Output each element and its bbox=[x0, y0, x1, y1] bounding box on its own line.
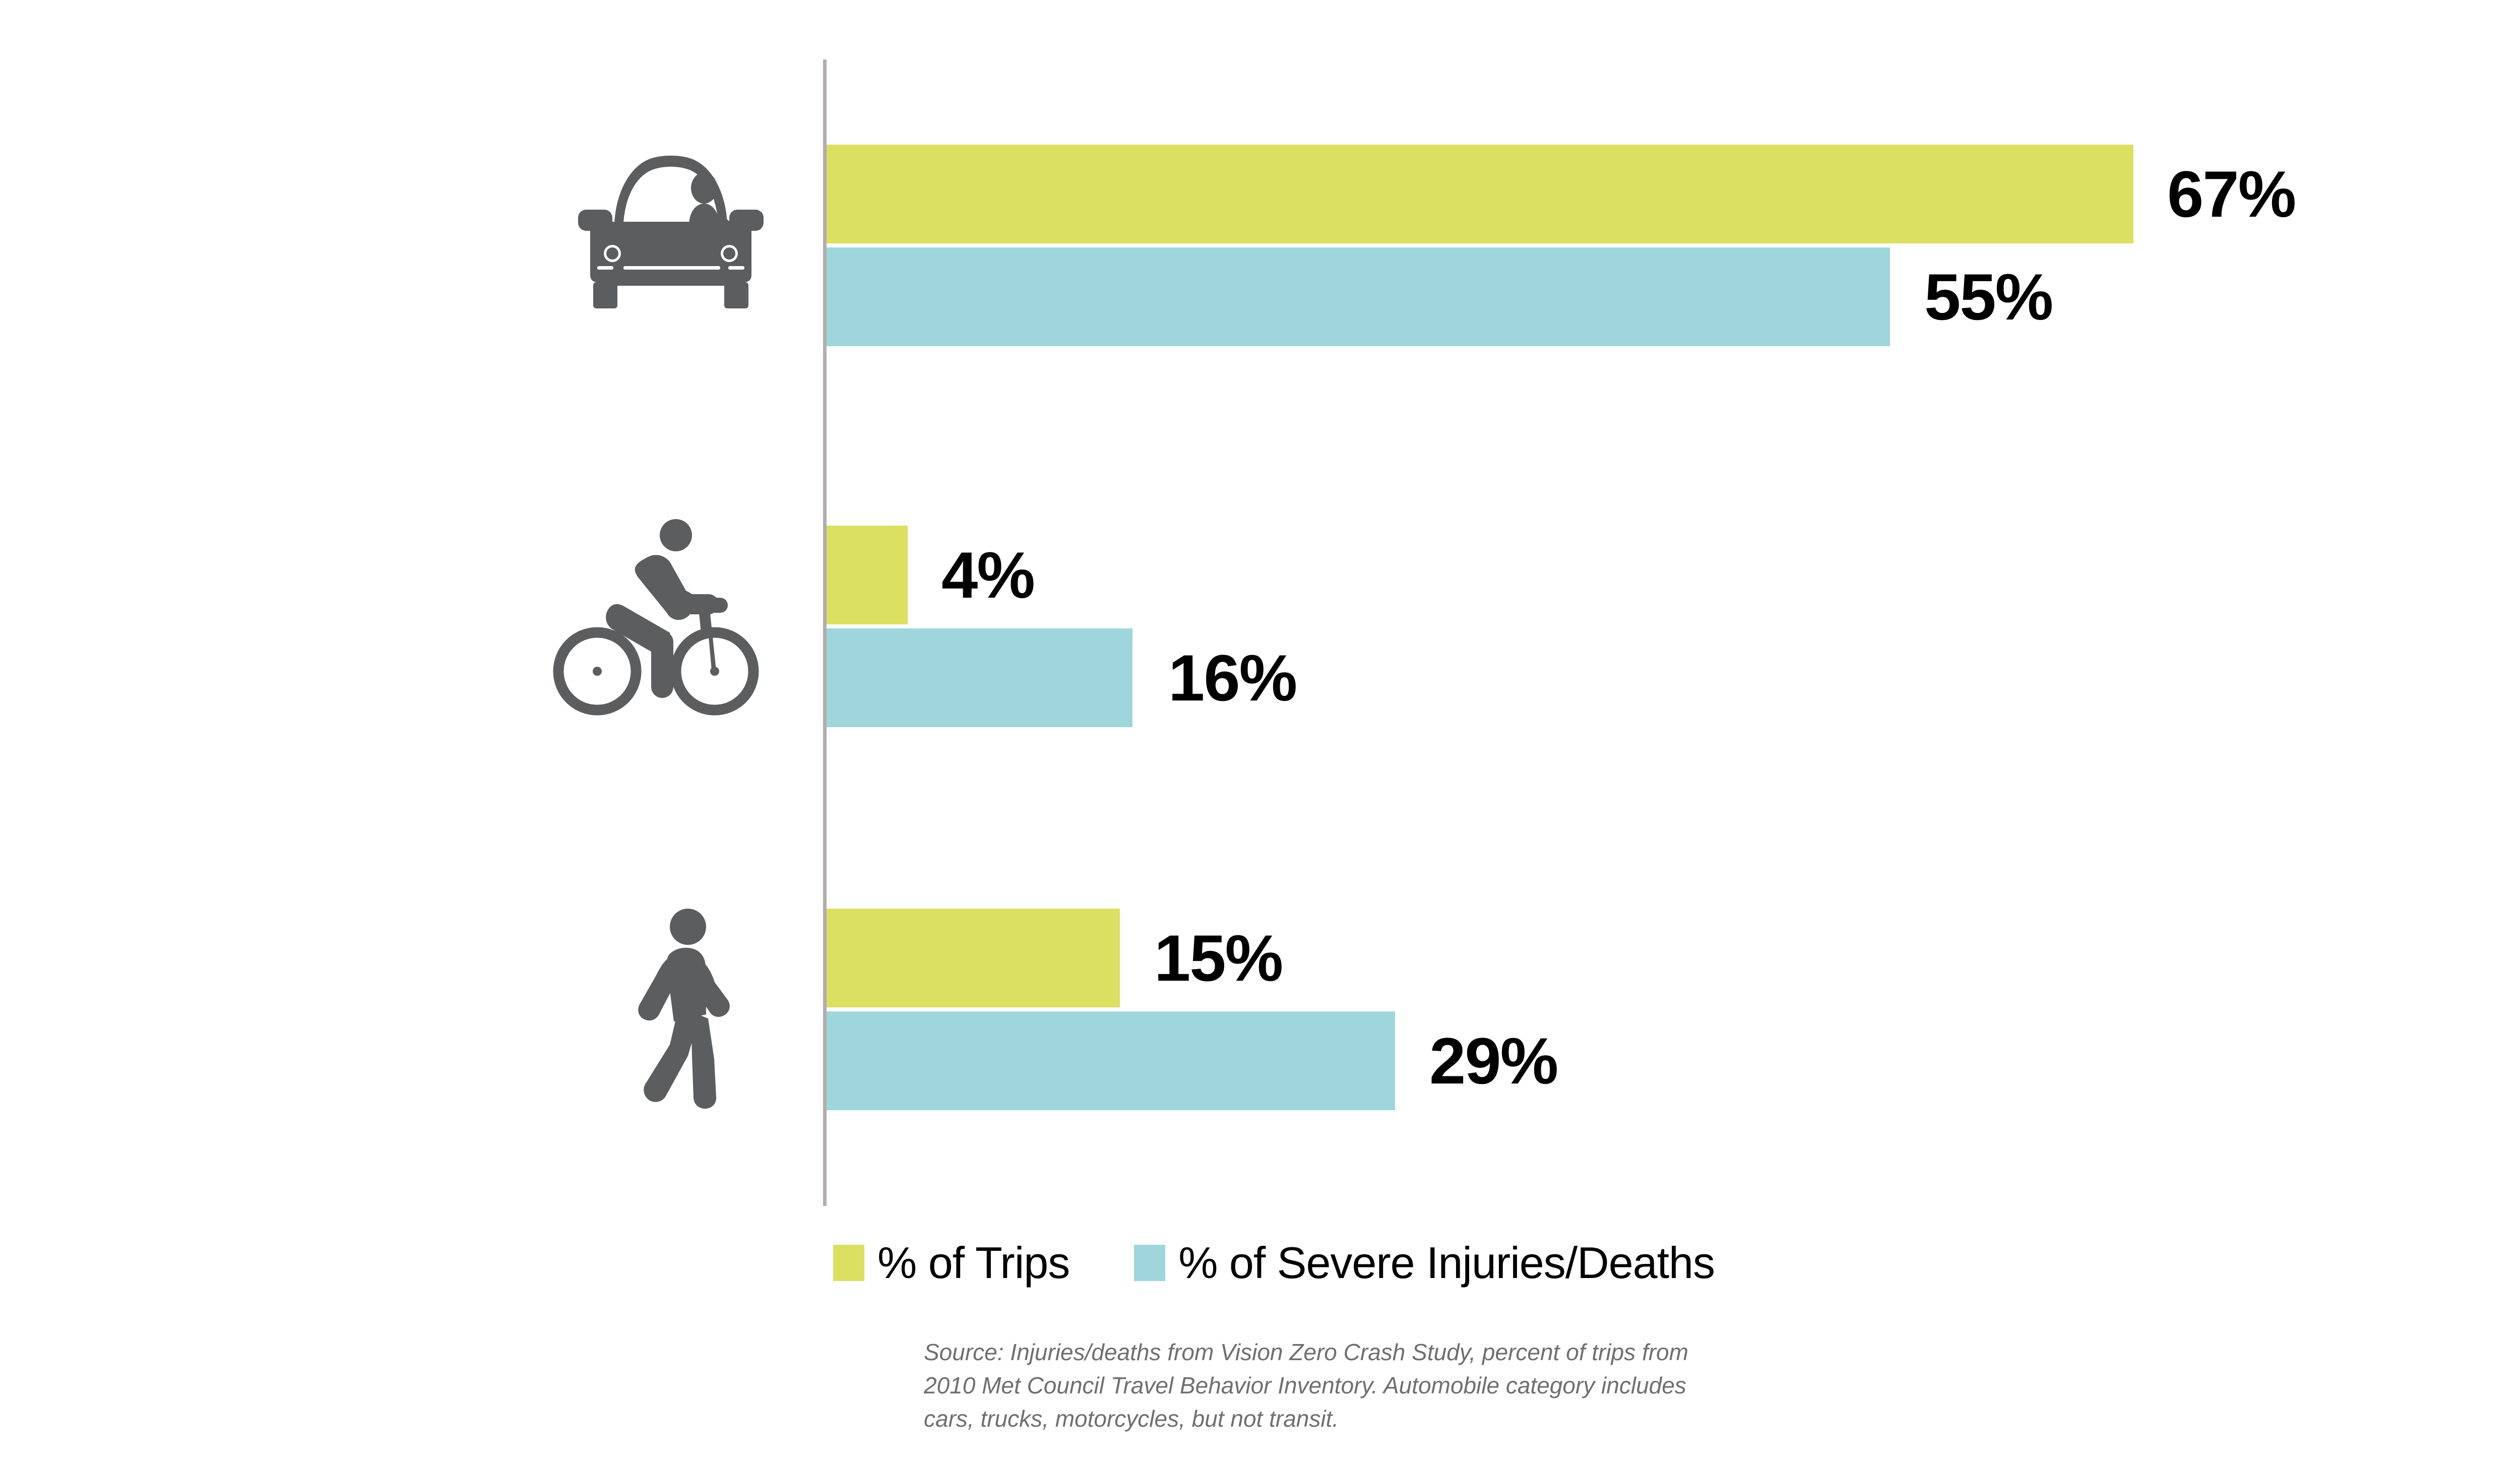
car-icon bbox=[567, 145, 774, 311]
legend-swatch-injuries bbox=[1134, 1245, 1166, 1281]
bar-pedestrian-trips bbox=[827, 909, 1120, 1007]
bar-label-automobile-injuries: 55% bbox=[1924, 260, 2053, 334]
bar-automobile-trips bbox=[827, 145, 2133, 243]
bar-pedestrian-injuries bbox=[827, 1011, 1395, 1110]
pedestrian-icon bbox=[617, 895, 748, 1111]
legend-item-trips: % of Trips bbox=[833, 1238, 1070, 1288]
bar-automobile-injuries bbox=[827, 247, 1890, 346]
source-note-line-2: 2010 Met Council Travel Behavior Invento… bbox=[924, 1372, 1686, 1398]
legend-label-injuries: % of Severe Injuries/Deaths bbox=[1178, 1238, 1715, 1288]
bicycle-icon bbox=[549, 504, 766, 721]
value-axis-line bbox=[823, 59, 827, 1206]
chart-legend: % of Trips % of Severe Injuries/Deaths bbox=[833, 1241, 1779, 1285]
legend-swatch-trips bbox=[833, 1245, 864, 1281]
legend-label-trips: % of Trips bbox=[877, 1238, 1070, 1288]
source-note-line-1: Source: Injuries/deaths from Vision Zero… bbox=[924, 1339, 1688, 1365]
source-note: Source: Injuries/deaths from Vision Zero… bbox=[924, 1335, 1781, 1435]
bar-label-automobile-trips: 67% bbox=[2167, 157, 2296, 231]
bar-label-pedestrian-injuries: 29% bbox=[1429, 1024, 1558, 1098]
legend-item-injuries: % of Severe Injuries/Deaths bbox=[1134, 1241, 1715, 1285]
bar-bicycle-injuries bbox=[827, 628, 1132, 727]
bar-label-bicycle-injuries: 16% bbox=[1168, 641, 1297, 715]
bar-label-bicycle-trips: 4% bbox=[941, 538, 1035, 612]
bar-label-pedestrian-trips: 15% bbox=[1154, 921, 1283, 995]
bar-bicycle-trips bbox=[827, 526, 908, 624]
source-note-line-3: cars, trucks, motorcycles, but not trans… bbox=[924, 1406, 1339, 1432]
